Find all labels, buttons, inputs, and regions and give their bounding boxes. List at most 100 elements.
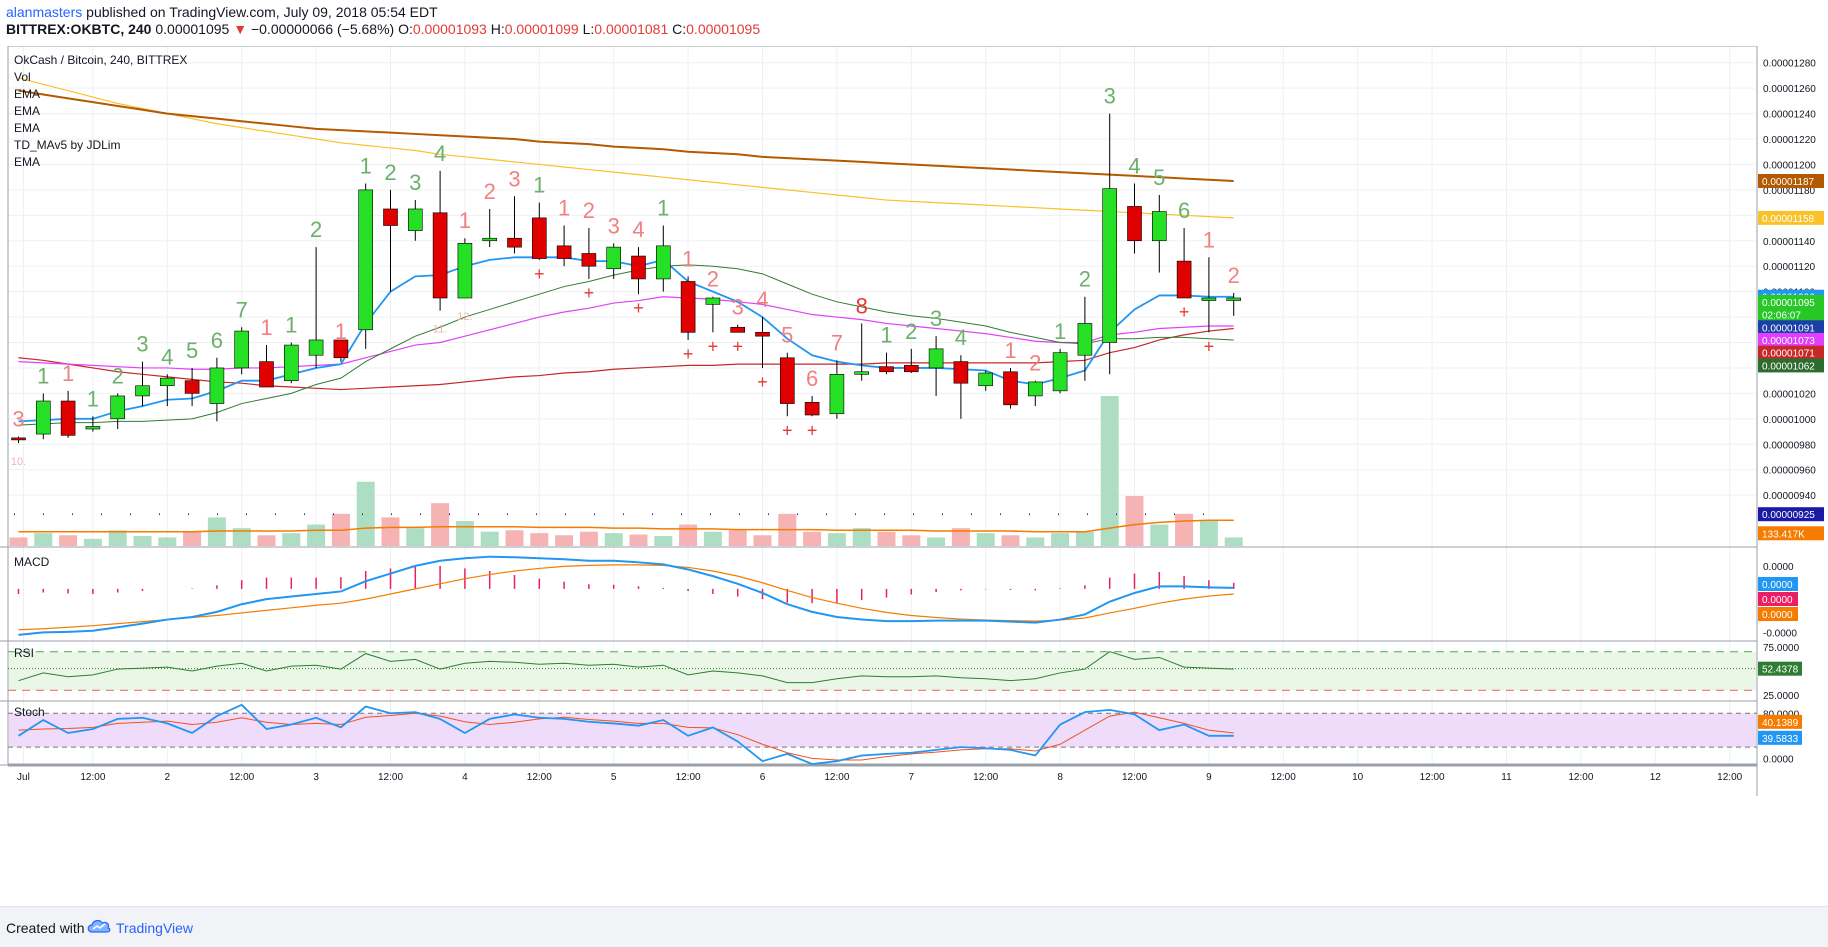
td-count-label: 1: [285, 313, 297, 338]
volume-bar: [431, 503, 450, 546]
time-tick-label: 12: [1650, 772, 1662, 783]
price-label-text: 133.417K: [1762, 529, 1805, 540]
candle-body: [581, 253, 597, 267]
candle-body: [730, 326, 746, 333]
candle-body: [432, 212, 448, 299]
macd-readout-text: 0.0000: [1762, 580, 1793, 591]
td-count-label: 2: [112, 363, 124, 388]
td-count-label: 1: [533, 173, 545, 198]
volume-bar: [728, 530, 747, 546]
time-tick-label: 11: [1501, 772, 1512, 783]
macd-readout-box: [1758, 607, 1798, 621]
td-count-label: 7: [236, 297, 248, 322]
time-tick-label: 12:00: [378, 772, 403, 783]
time-tick-label: 12:00: [1271, 772, 1296, 783]
volume-bar: [381, 517, 400, 546]
volume-bar: [555, 535, 574, 546]
td-count-label: 1: [260, 315, 272, 340]
volume-bar: [282, 533, 301, 546]
price-tick-label: 0.00001180: [1763, 186, 1816, 197]
td-count-label: 2: [484, 179, 496, 204]
time-tick-label: 12:00: [824, 772, 849, 783]
volume-bar: [679, 524, 698, 546]
volume-bar: [406, 528, 425, 546]
volume-bar: [703, 531, 722, 546]
td-count-label: 7: [831, 330, 843, 355]
stoch-label: Stoch: [14, 705, 45, 719]
price-tick-label: 0.00000980: [1763, 440, 1816, 451]
td-count-label: 3: [12, 407, 24, 432]
volume-bar: [133, 536, 152, 546]
td-count-label: 1: [459, 208, 471, 233]
candle-body: [1127, 206, 1142, 242]
volume-bar: [753, 535, 772, 546]
volume-bar: [1100, 396, 1119, 546]
td-plus-marker: +: [633, 298, 644, 318]
candle-body: [978, 372, 994, 387]
ohlc-open-label: O:: [398, 21, 413, 37]
volume-bar: [455, 521, 474, 546]
volume-bar: [183, 531, 202, 546]
tradingview-link[interactable]: TradingView: [86, 916, 196, 938]
candle-body: [1102, 188, 1117, 343]
price-label-text: 0.00001095: [1762, 298, 1815, 309]
rsi-tick-label: 75.0000: [1763, 643, 1800, 654]
legend-entry: EMA: [14, 155, 40, 169]
macd-readout-text: 0.0000: [1762, 610, 1793, 621]
volume-bar: [83, 538, 102, 546]
td-count-label: 3: [930, 306, 942, 331]
time-tick-label: 5: [611, 772, 617, 783]
td-count-label: 3: [608, 213, 620, 238]
price-tick-label: 0.00001120: [1763, 262, 1816, 273]
time-tick-label: 12:00: [1420, 772, 1445, 783]
time-tick-label: 12:00: [1717, 772, 1742, 783]
symbol-line: BITTREX:OKBTC, 240 0.00001095 ▼ −0.00000…: [6, 21, 760, 37]
volume-bar: [976, 533, 995, 546]
td-count-label: 4: [161, 344, 173, 369]
time-tick-label: 12:00: [527, 772, 552, 783]
price-tick-label: 0.00000960: [1763, 466, 1816, 477]
candle-body: [804, 401, 820, 416]
candle-body: [755, 332, 770, 337]
candle-body: [680, 281, 696, 333]
price-label-text: 02:06:07: [1762, 311, 1801, 322]
price-tick-label: 0.00001000: [1763, 415, 1816, 426]
volume-bar: [902, 535, 921, 546]
td-small-label: 10.: [11, 456, 26, 468]
macd-tick-label: 0.0000: [1763, 562, 1794, 573]
td-count-label: 4: [756, 287, 768, 312]
td-count-label: 2: [310, 217, 322, 242]
footer-bar: Created with TradingView: [0, 906, 1828, 947]
price-label-text: 0.00000925: [1762, 510, 1815, 521]
price-label-text: 0.00001158: [1762, 214, 1815, 225]
stoch-band: [9, 713, 1756, 748]
macd-readout-text: 0.0000: [1762, 595, 1793, 606]
ohlc-low-value: 0.00001081: [594, 21, 669, 37]
volume-bar: [9, 537, 28, 546]
tradingview-brand: TradingView: [116, 920, 194, 936]
time-tick-label: 7: [909, 772, 915, 783]
stoch-readout-text: 39.5833: [1762, 734, 1799, 745]
macd-readout-box: [1758, 577, 1798, 591]
td-count-label: 1: [682, 246, 694, 271]
candle-body: [606, 246, 622, 270]
candle-body: [383, 208, 398, 226]
candle-body: [1226, 297, 1241, 301]
macd-main-line: [18, 555, 1234, 636]
price-label-text: 0.00001062: [1762, 361, 1815, 372]
td-count-label: 4: [434, 141, 446, 166]
volume-bar: [480, 531, 499, 546]
candle-body: [1028, 381, 1043, 397]
rsi-band: [9, 651, 1756, 691]
chart-header: alanmasters published on TradingView.com…: [0, 0, 1828, 46]
publisher-link[interactable]: alanmasters: [6, 4, 83, 20]
price-tick-label: 0.00001200: [1763, 160, 1816, 171]
macd-label: MACD: [14, 555, 50, 569]
volume-bar: [951, 528, 970, 546]
candle-body: [1003, 371, 1018, 406]
volume-bar: [158, 537, 177, 546]
price-tick-label: 0.00001240: [1763, 110, 1816, 121]
chart-background: [0, 46, 1828, 906]
volume-bar: [629, 534, 648, 546]
